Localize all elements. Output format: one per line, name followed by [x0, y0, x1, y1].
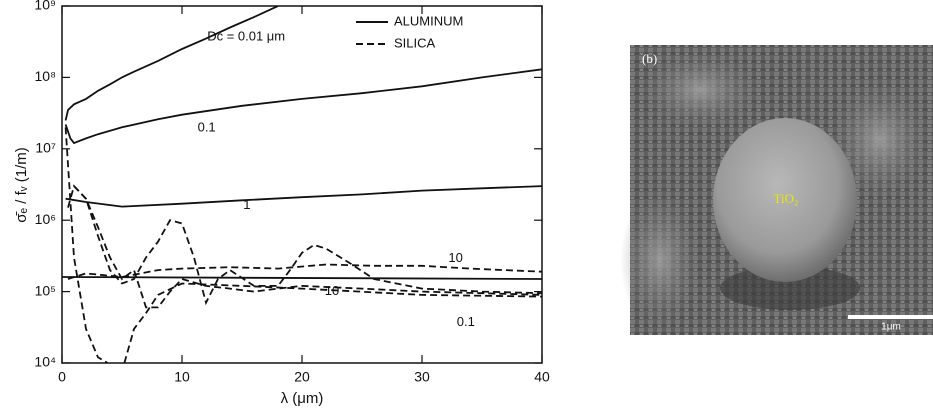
annotation: 10 — [325, 283, 339, 298]
annotation: 1 — [243, 197, 250, 212]
y-tick-label: 10⁹ — [34, 0, 56, 13]
series-line — [67, 184, 542, 306]
x-tick-label: 10 — [174, 369, 190, 385]
sem-blob — [620, 190, 700, 330]
x-tick-label: 30 — [414, 369, 430, 385]
legend-label: ALUMINUM — [394, 13, 463, 28]
series-line — [64, 68, 542, 145]
y-tick-label: 10⁶ — [35, 211, 56, 227]
annotation: 10 — [448, 250, 462, 265]
annotation: 0.1 — [457, 314, 475, 329]
plot-frame — [61, 5, 543, 364]
panel-label: (b) — [642, 51, 657, 66]
y-tick-label: 10⁵ — [35, 282, 56, 298]
legend-label: SILICA — [394, 35, 436, 50]
x-tick-label: 0 — [58, 369, 66, 385]
annotation: Dc = 0.01 μm — [207, 28, 285, 43]
sem-shadow — [720, 266, 860, 310]
y-tick-label: 10⁴ — [34, 354, 56, 370]
x-tick-label: 40 — [534, 369, 550, 385]
y-tick-label: 10⁸ — [35, 68, 57, 84]
y-tick-label: 10⁷ — [35, 140, 56, 156]
scale-bar — [848, 315, 933, 319]
sem-blob — [640, 50, 760, 130]
annotation: 0.1 — [198, 120, 216, 135]
series-line — [67, 263, 542, 280]
sem-blob — [830, 80, 930, 200]
series-line — [73, 185, 542, 309]
series-line — [65, 185, 542, 208]
particle — [713, 118, 857, 282]
plot-area — [62, 6, 542, 363]
series-line — [62, 276, 542, 280]
sem-image: (b) TiO₂ 1μm — [620, 45, 933, 335]
x-axis-label: λ (μm) — [281, 390, 324, 407]
x-tick-label: 20 — [294, 369, 310, 385]
series-line — [64, 6, 279, 121]
particle-label: TiO₂ — [773, 191, 798, 206]
scale-bar-label: 1μm — [881, 322, 901, 333]
series-line — [64, 127, 542, 363]
y-axis-label: σ̄ₑ / fᵥ (1/m) — [13, 147, 30, 222]
